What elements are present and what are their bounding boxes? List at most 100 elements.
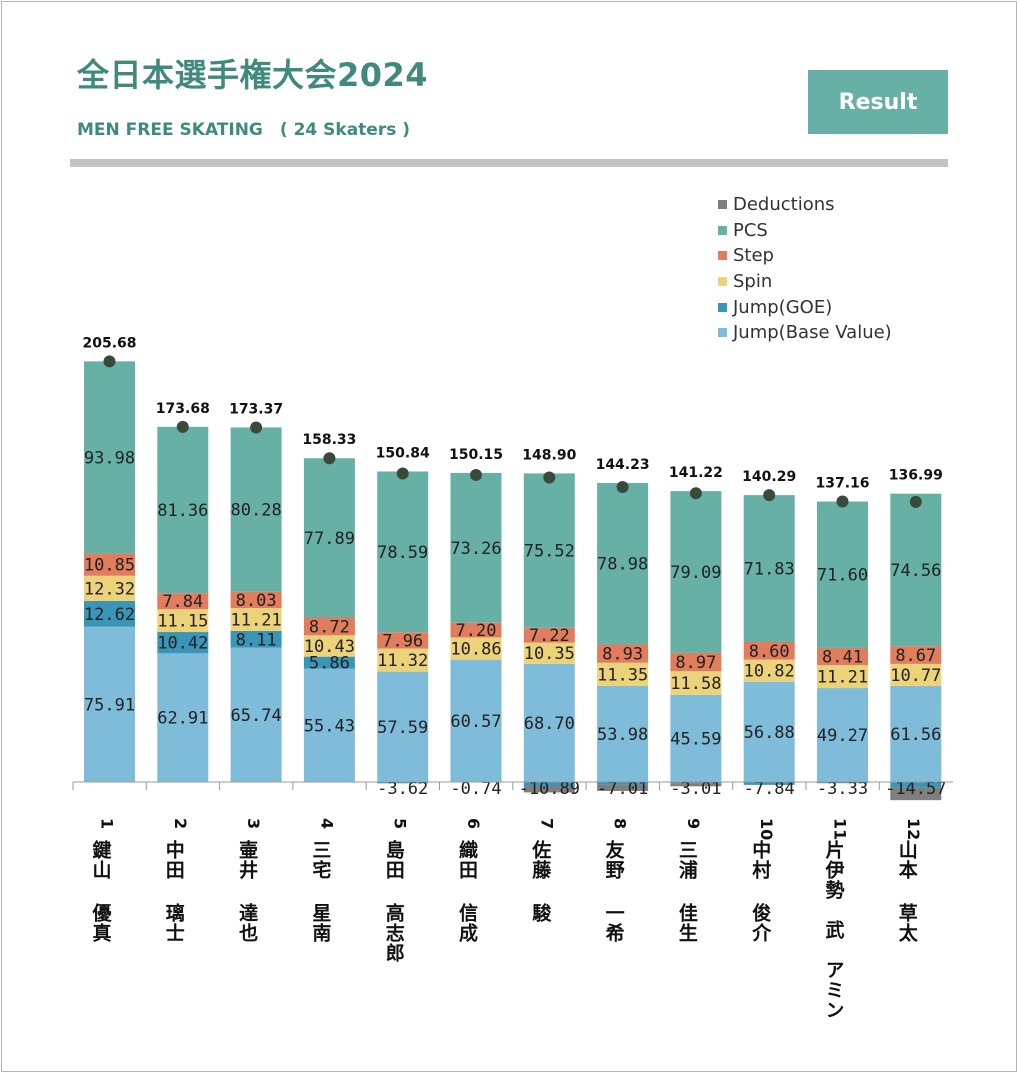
bar-segment-spin (157, 609, 209, 633)
bar-segment-pcs (890, 493, 942, 647)
rank-label: 12 (904, 818, 923, 840)
category-label: 5 (391, 818, 410, 829)
label-pcs: 74.56 (890, 561, 941, 581)
total-marker (909, 495, 922, 508)
bar-segment-pcs (743, 495, 795, 642)
bar-segment-spin (450, 637, 502, 660)
label-pcs: 77.89 (304, 529, 355, 549)
total-label: 136.99 (889, 468, 943, 484)
label-step: 8.03 (236, 591, 277, 611)
label-goe: 8.11 (236, 630, 277, 650)
label-base: 65.74 (231, 706, 282, 726)
label-base: 68.70 (524, 714, 575, 734)
skater-name: 壷井 達也 (236, 839, 258, 943)
label-goe: -0.74 (450, 779, 501, 799)
rank-label: 9 (684, 818, 703, 829)
page-subtitle: MEN FREE SKATING ( 24 Skaters ) (77, 120, 411, 140)
bar-segment-spin (523, 642, 575, 664)
bar-segment-goe-negative (597, 782, 649, 785)
bar-segment-step (157, 593, 209, 610)
legend-swatch-base (718, 328, 727, 338)
category-label: 8 (611, 818, 630, 829)
bar-segment-base (84, 626, 135, 782)
total-marker (103, 355, 116, 368)
bar-segment-pcs (597, 482, 649, 645)
bar-segment-step (597, 644, 649, 663)
skater-name: 中田 璃士 (163, 839, 185, 943)
skater-name: 織田 信成 (456, 839, 478, 943)
label-step: 7.20 (456, 621, 497, 641)
label-spin: 10.77 (890, 666, 941, 686)
label-goe: -3.33 (817, 779, 868, 799)
skater-name: 三宅 星南 (309, 840, 331, 943)
bar-segment-base (743, 681, 795, 782)
skater-name: 鍵山 優真 (90, 839, 113, 943)
total-marker (543, 471, 556, 484)
label-spin: 10.82 (744, 662, 795, 682)
total-marker (396, 467, 409, 480)
legend-item-step: Step (718, 243, 892, 269)
bar-segment-deductions (890, 787, 942, 801)
total-label: 141.22 (669, 465, 723, 481)
total-marker (470, 468, 482, 481)
label-step: 8.41 (822, 648, 863, 668)
label-goe: 5.86 (309, 654, 350, 674)
bar-segment-base (890, 685, 942, 782)
label-spin: 11.15 (157, 612, 208, 632)
total-label: 150.84 (376, 445, 430, 461)
legend-item-deductions: Deductions (718, 192, 892, 218)
category-label: 12 (904, 818, 923, 840)
label-base: 55.43 (304, 716, 355, 736)
total-label: 148.90 (522, 447, 576, 463)
legend-label: Step (733, 245, 774, 267)
label-step: 8.67 (895, 646, 936, 666)
bar-segment-spin (743, 659, 795, 682)
label-goe: -7.84 (744, 779, 795, 799)
bar-segment-step (84, 553, 135, 576)
skater-name: 佐藤 駿 (529, 839, 552, 923)
bar-segment-step (303, 617, 355, 636)
bar-segment-deductions (670, 783, 722, 787)
bar-segment-base (157, 653, 209, 782)
category-label: 9 (684, 818, 703, 829)
bar-segment-goe (84, 600, 135, 627)
bar-segment-step (743, 641, 795, 660)
rank-label: 4 (317, 818, 336, 829)
legend-label: Jump(GOE) (733, 296, 833, 318)
label-spin: 11.21 (231, 611, 282, 631)
label-pcs: 93.98 (84, 448, 135, 468)
skater-name: 島田 高志郎 (383, 839, 405, 963)
legend-swatch-step (718, 251, 727, 261)
bar-segment-goe-negative (743, 782, 795, 785)
skater-name: 友野 一希 (603, 839, 625, 943)
legend-swatch-spin (718, 277, 727, 287)
label-base: 53.98 (597, 725, 648, 745)
label-pcs: 81.36 (157, 501, 208, 521)
bar-segment-goe-negative (377, 782, 429, 784)
label-base: 62.91 (157, 709, 208, 729)
label-step: 8.72 (309, 617, 350, 637)
rank-label: 6 (464, 818, 483, 829)
rank-label: 8 (611, 818, 630, 829)
bar-segment-spin (890, 663, 942, 686)
rank-label: 3 (244, 818, 263, 829)
total-marker (323, 452, 336, 465)
label-pcs: 79.09 (670, 563, 721, 583)
label-spin: 10.35 (524, 644, 575, 664)
label-goe: 12.62 (84, 605, 135, 625)
bar-segment-spin (377, 648, 429, 672)
label-pcs: 75.52 (524, 542, 575, 562)
chart-legend: Deductions PCS Step Spin Jump(GOE) Jump(Base … (718, 192, 892, 346)
bar-segment-pcs (157, 426, 209, 594)
bar-segment-goe-negative (670, 782, 722, 784)
bar-segment-pcs (303, 458, 355, 618)
bar-segment-step (817, 647, 868, 666)
rank-label: 2 (171, 818, 190, 829)
skater-name: 三浦 佳生 (676, 840, 698, 943)
legend-swatch-deductions (718, 200, 727, 210)
bar-segment-step (890, 646, 942, 664)
label-goe: -3.62 (377, 779, 428, 799)
bar-segment-spin (84, 575, 135, 601)
result-button[interactable]: Result (808, 70, 948, 134)
